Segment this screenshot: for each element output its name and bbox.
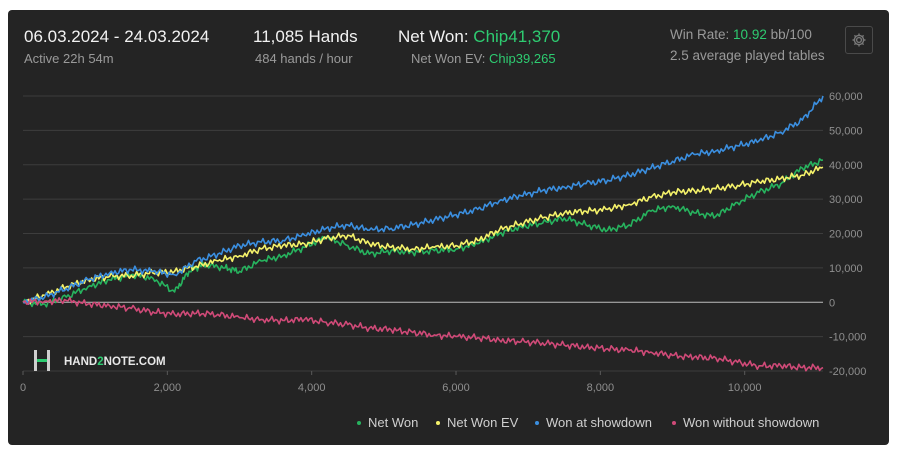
- x-tick-label: 10,000: [728, 382, 762, 394]
- win-rate-value: 10.92: [733, 27, 767, 42]
- hand2note-watermark: HAND2NOTE.COM: [34, 350, 166, 371]
- y-tick-label: 60,000: [829, 91, 863, 103]
- y-tick-label: -20,000: [829, 366, 866, 378]
- net-won-ev-line: [22, 165, 824, 305]
- y-tick-label: 0: [829, 297, 835, 309]
- y-tick-label: 40,000: [829, 160, 863, 172]
- legend-dot: [672, 420, 676, 425]
- x-tick-label: 4,000: [298, 382, 326, 394]
- hand2note-logo-icon: [34, 350, 50, 371]
- legend-dot: [535, 420, 539, 425]
- settings-button[interactable]: [845, 26, 873, 54]
- legend-label: Net Won EV: [447, 415, 519, 430]
- x-tick-label: 2,000: [154, 382, 182, 394]
- x-tick-label: 8,000: [587, 382, 615, 394]
- win-rate-label: Win Rate:: [670, 27, 730, 42]
- net-won-value: Chip41,370: [473, 27, 561, 46]
- date-range: 06.03.2024 - 24.03.2024: [24, 27, 210, 46]
- series: [22, 95, 824, 372]
- hands-per-hour: 484 hands / hour: [255, 51, 353, 66]
- y-tick-label: -10,000: [829, 332, 866, 344]
- legend-label: Net Won: [368, 415, 419, 430]
- hands-count: 11,085 Hands: [253, 27, 358, 46]
- legend-label: Won without showdown: [683, 415, 820, 430]
- non-showdown-line: [22, 296, 824, 372]
- y-tick-label: 10,000: [829, 263, 863, 275]
- watermark-text: HAND2NOTE.COM: [64, 356, 166, 368]
- showdown-line: [22, 95, 824, 306]
- legend: Net Won Net Won EV Won at showdown Won w…: [8, 415, 889, 433]
- y-tick-label: 30,000: [829, 194, 863, 206]
- win-rate-unit: bb/100: [770, 27, 812, 42]
- legend-item-net-won-ev[interactable]: Net Won EV: [436, 415, 518, 430]
- legend-label: Won at showdown: [546, 415, 652, 430]
- net-won-label: Net Won:: [398, 27, 469, 46]
- net-won-line: [22, 158, 824, 308]
- x-tick-label: 6,000: [442, 382, 470, 394]
- legend-dot: [357, 420, 361, 425]
- y-tick-label: 20,000: [829, 229, 863, 241]
- y-tick-label: 50,000: [829, 125, 863, 137]
- graph-panel: 06.03.2024 - 24.03.2024 Active 22h 54m 1…: [8, 10, 889, 445]
- net-won-ev-value: Chip39,265: [489, 51, 556, 66]
- y-axis: 60,000 50,000 40,000 30,000 20,000 10,000 0 -10…: [829, 91, 866, 378]
- legend-item-net-won[interactable]: Net Won: [357, 415, 418, 430]
- gear-icon: [852, 33, 866, 47]
- legend-item-showdown[interactable]: Won at showdown: [535, 415, 652, 430]
- net-won-ev-label: Net Won EV:: [411, 51, 486, 66]
- win-rate: Win Rate: 10.92 bb/100: [670, 27, 812, 42]
- chart-svg: HAND2NOTE.COM 60,000 50,000 40,000 30,000 20…: [20, 91, 866, 394]
- x-tick-label: 0: [20, 382, 26, 394]
- x-axis: 0 2,000 4,000 6,000 8,000 10,000: [20, 371, 762, 394]
- legend-item-non-showdown[interactable]: Won without showdown: [672, 415, 819, 430]
- active-time: Active 22h 54m: [24, 51, 114, 66]
- net-won: Net Won: Chip41,370: [398, 27, 560, 47]
- legend-dot: [436, 420, 440, 425]
- net-won-ev: Net Won EV: Chip39,265: [411, 51, 556, 66]
- avg-tables: 2.5 average played tables: [670, 48, 825, 63]
- grid: [23, 95, 823, 372]
